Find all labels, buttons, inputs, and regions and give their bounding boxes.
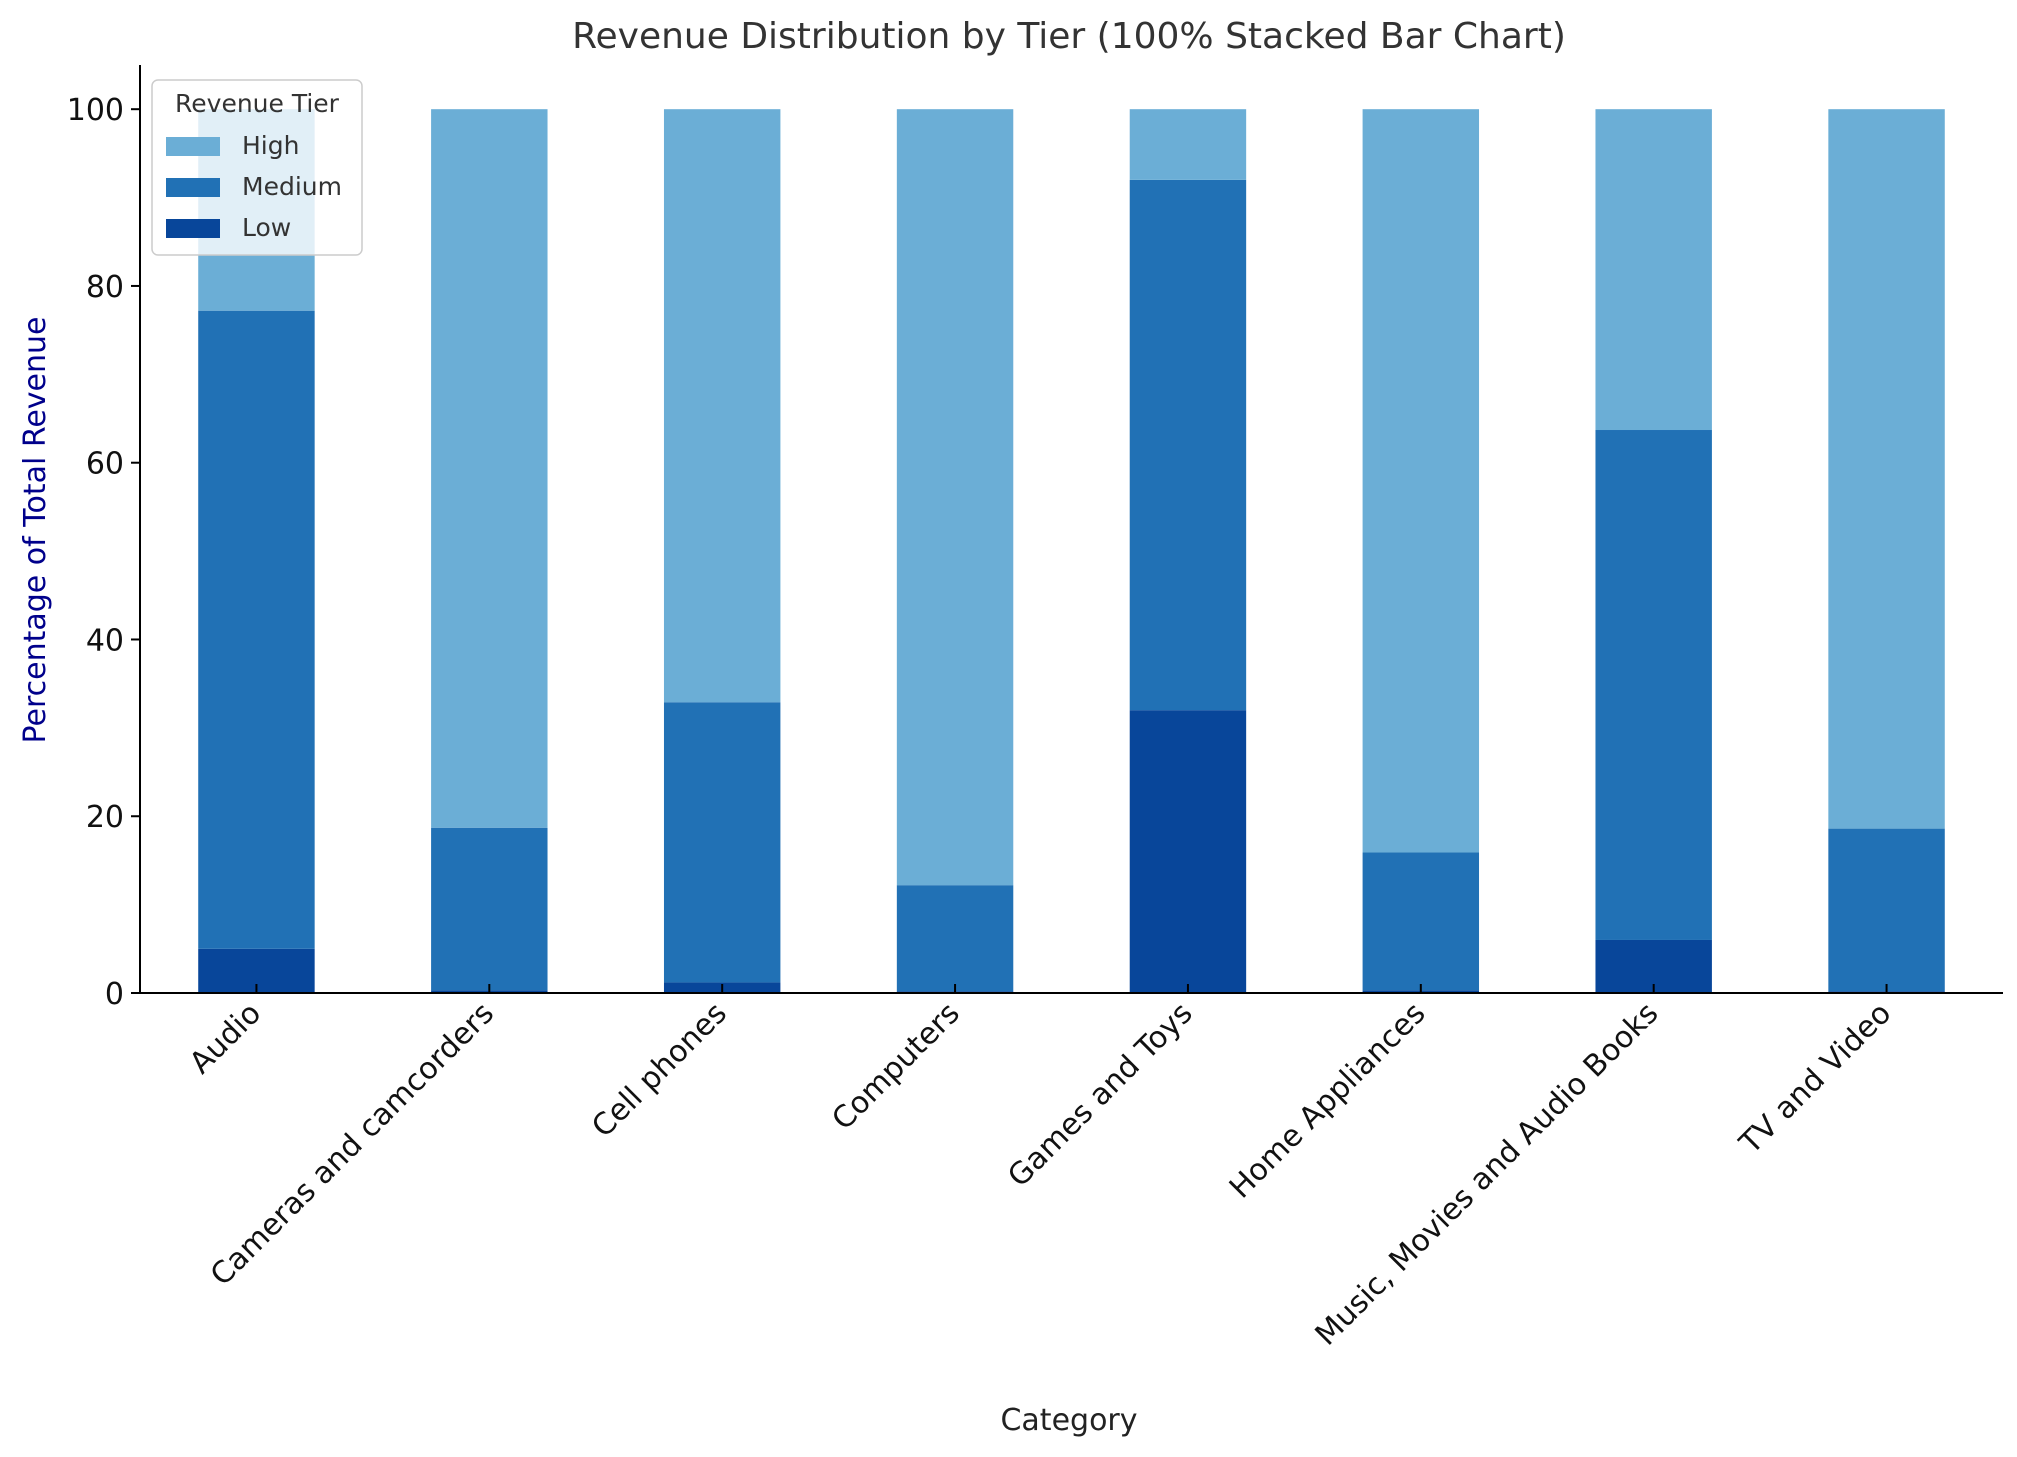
bar-cell-phones-high (663, 109, 781, 703)
bar-tv-and-video-high (1828, 109, 1945, 829)
x-tick-label-cell-phones: Cell phones (585, 996, 734, 1145)
y-axis-label: Percentage of Total Revenue (18, 316, 53, 743)
y-ticks-group: 0 20 40 60 80 100 (67, 93, 140, 1012)
bar-tv-and-video-medium (1828, 828, 1945, 992)
bar-computers-high (896, 109, 1014, 886)
x-tick-label-computers: Computers (825, 996, 966, 1137)
bar-audio-medium (198, 310, 315, 949)
x-tick-label-tv-and-video: TV and Video (1732, 996, 1898, 1162)
bar-cameras-and-camcorders-high (431, 109, 548, 828)
y-tick-label: 40 (86, 623, 124, 658)
bar-cameras-and-camcorders-medium (431, 827, 548, 991)
legend-label-low: Low (242, 213, 291, 242)
legend: Revenue Tier High Medium Low (151, 79, 363, 256)
bar-cell-phones-medium (663, 702, 781, 983)
x-tick-label-home-appliances: Home Appliances (1223, 996, 1433, 1206)
bar-home-appliances-medium (1362, 852, 1480, 991)
bar-music-movies-and-audio-books-high (1595, 109, 1712, 431)
bar-games-and-toys-medium (1129, 179, 1247, 711)
legend-frame (151, 79, 363, 256)
bars-group (198, 109, 1945, 993)
bar-games-and-toys-low (1129, 710, 1247, 993)
y-tick-label: 20 (86, 800, 124, 835)
chart-title: Revenue Distribution by Tier (100% Stack… (572, 16, 1566, 57)
bar-games-and-toys-high (1129, 109, 1247, 180)
y-tick-label: 80 (86, 270, 124, 305)
x-tick-label-audio: Audio (183, 996, 268, 1081)
bar-music-movies-and-audio-books-medium (1595, 430, 1712, 940)
x-axis-label: Category (1000, 1403, 1137, 1438)
bar-computers-medium (896, 885, 1014, 992)
legend-label-medium: Medium (242, 172, 342, 201)
y-tick-label: 100 (67, 93, 124, 128)
x-tick-label-games-and-toys: Games and Toys (1001, 996, 1199, 1194)
legend-swatch-medium (166, 178, 220, 197)
y-tick-label: 60 (86, 447, 124, 482)
legend-swatch-high (166, 137, 220, 156)
legend-swatch-low (166, 219, 220, 238)
legend-label-high: High (242, 131, 299, 160)
legend-title: Revenue Tier (175, 89, 340, 118)
x-tick-label-cameras-and-camcorders: Cameras and camcorders (204, 996, 501, 1293)
y-tick-label: 0 (105, 977, 124, 1012)
bar-home-appliances-high (1362, 109, 1480, 853)
